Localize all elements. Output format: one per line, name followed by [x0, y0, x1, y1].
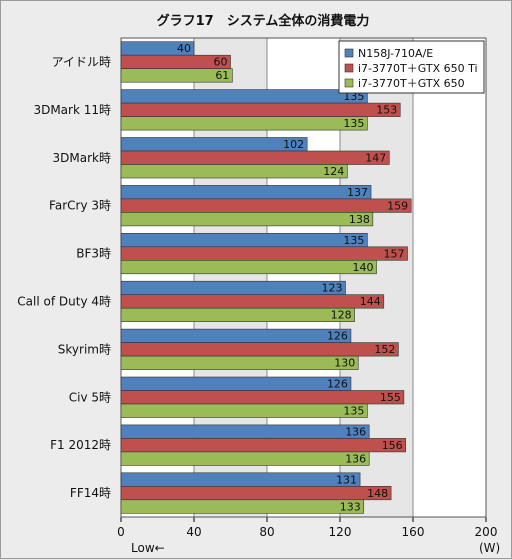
bar — [120, 485, 392, 501]
data-label: 131 — [336, 473, 357, 486]
bar — [120, 294, 385, 309]
bar — [120, 438, 407, 453]
data-label: 137 — [347, 186, 368, 199]
category-label: Civ 5時 — [69, 390, 111, 404]
bar — [120, 280, 346, 296]
bar — [120, 307, 355, 323]
bar — [120, 150, 390, 165]
category-label: FarCry 3時 — [49, 199, 111, 213]
bar — [120, 137, 308, 152]
x-tick-label: 120 — [329, 525, 352, 539]
data-label: 135 — [343, 405, 364, 418]
data-label: 136 — [345, 425, 366, 438]
bar — [120, 185, 372, 200]
data-label: 124 — [323, 165, 344, 178]
bar — [120, 259, 377, 275]
x-tick-label: 200 — [475, 525, 498, 539]
data-label: 136 — [345, 452, 366, 465]
legend-swatch — [344, 48, 354, 58]
category-labels: アイドル時 3DMark 11時 3DMark時 FarCry 3時 BF3時 Call … — [17, 55, 111, 500]
data-label: 123 — [321, 282, 342, 295]
x-tick-label: 0 — [117, 525, 125, 539]
legend-swatch — [344, 78, 354, 88]
legend-swatch — [344, 63, 354, 73]
data-label: 126 — [327, 378, 348, 391]
unit-label: (W) — [479, 541, 500, 555]
x-tick-label: 160 — [402, 525, 425, 539]
data-label: 140 — [353, 261, 374, 274]
data-label: 128 — [331, 309, 352, 322]
category-label: アイドル時 — [52, 55, 111, 69]
data-label: 126 — [327, 330, 348, 343]
bar — [120, 342, 399, 357]
data-label: 147 — [365, 152, 386, 165]
data-label: 61 — [215, 69, 229, 82]
category-label: FF14時 — [70, 486, 111, 500]
category-label: F1 2012時 — [50, 438, 111, 452]
bar — [120, 403, 368, 418]
category-label: 3DMark 11時 — [33, 103, 111, 117]
bar — [120, 212, 374, 227]
legend-entry: N158J-710A/E — [358, 47, 433, 60]
category-label: BF3時 — [76, 247, 111, 261]
legend: N158J-710A/E i7-3770T＋GTX 650 Ti i7-3770T＋… — [338, 40, 485, 94]
bar — [120, 116, 368, 131]
data-label: 133 — [340, 500, 361, 513]
data-label: 135 — [343, 117, 364, 130]
plot-border — [120, 37, 487, 518]
bar — [120, 472, 361, 487]
data-label: 153 — [376, 104, 397, 117]
data-label: 148 — [367, 487, 388, 500]
data-label: 159 — [387, 199, 408, 212]
data-label: 60 — [214, 56, 228, 69]
data-label: 135 — [343, 234, 364, 247]
direction-note: Low← — [131, 541, 165, 555]
bar — [120, 89, 368, 104]
bar — [120, 233, 368, 248]
bar — [120, 424, 370, 439]
bar — [120, 355, 359, 370]
bar — [120, 246, 408, 261]
bar — [120, 451, 370, 466]
legend-entry: i7-3770T＋GTX 650 Ti — [358, 62, 478, 75]
bar — [120, 198, 412, 213]
x-tick-labels: 0 40 80 120 160 200 — [117, 525, 497, 539]
data-label: 130 — [334, 357, 355, 370]
category-label: Call of Duty 4時 — [17, 294, 111, 308]
category-label: 3DMark時 — [53, 151, 111, 165]
bar — [120, 390, 405, 405]
legend-entry: i7-3770T＋GTX 650 — [358, 77, 465, 90]
x-tick-label: 40 — [186, 525, 201, 539]
category-label: Skyrim時 — [58, 342, 111, 356]
data-label: 40 — [177, 42, 191, 55]
chart-title: グラフ17 システム全体の消費電力 — [157, 13, 370, 29]
bar — [120, 164, 348, 179]
data-label: 152 — [374, 343, 395, 356]
bar — [120, 102, 401, 117]
data-label: 155 — [380, 391, 401, 404]
plot-band — [413, 38, 486, 517]
data-label: 156 — [382, 439, 403, 452]
bar — [120, 68, 233, 83]
data-label: 102 — [283, 138, 304, 151]
bar — [120, 328, 352, 343]
data-label: 157 — [384, 247, 405, 260]
legend-box — [338, 40, 485, 94]
bar — [120, 376, 352, 391]
data-label: 138 — [349, 213, 370, 226]
bar — [120, 499, 365, 514]
x-tick-label: 80 — [259, 525, 274, 539]
data-label: 144 — [360, 295, 381, 308]
